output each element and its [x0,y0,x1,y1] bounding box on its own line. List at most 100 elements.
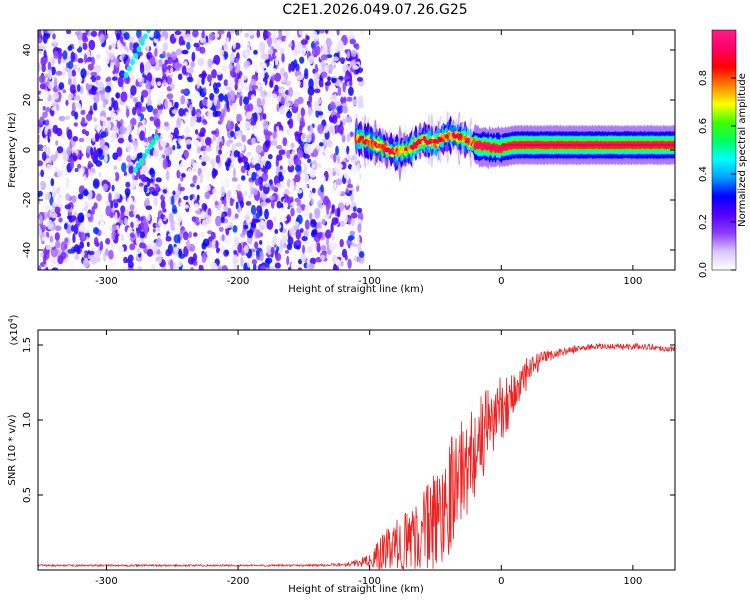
noise-blob [213,54,221,66]
noise-blob [281,90,286,98]
noise-blob [333,56,339,62]
noise-blob [259,240,263,245]
noise-blob [139,222,145,231]
noise-blob [153,197,158,207]
noise-blob [214,200,219,206]
noise-blob [310,219,317,228]
noise-blob [85,168,89,178]
noise-blob [280,96,285,105]
noise-blob [43,50,47,58]
noise-blob [347,183,353,189]
noise-blob [308,212,313,220]
noise-blob [232,225,238,233]
noise-blob [278,149,286,155]
noise-blob [188,243,196,252]
noise-blob [118,70,126,79]
noise-blob [297,41,302,50]
noise-blob [211,63,218,69]
noise-blob [40,224,47,231]
noise-blob [104,55,110,65]
noise-blob [157,164,162,169]
noise-blob [56,104,60,111]
noise-blob [275,252,282,261]
noise-blob [60,241,66,252]
noise-blob [243,82,248,94]
spectrogram-y-tick-label: -20 [22,192,33,208]
noise-blob [356,218,363,226]
noise-blob [183,204,190,209]
noise-blob [340,260,344,267]
noise-blob [311,163,316,168]
noise-blob [357,223,362,233]
noise-blob [146,41,150,52]
noise-blob [205,215,212,225]
noise-blob [113,100,119,111]
noise-blob [236,208,241,213]
noise-blob [220,186,225,198]
noise-blob [342,82,346,93]
noise-blob [201,37,207,44]
noise-blob [156,69,163,77]
ridge-segment [360,135,365,140]
noise-blob [183,89,187,94]
noise-blob [229,197,234,207]
noise-blob [245,201,252,206]
noise-blob [200,211,207,220]
noise-blob [96,102,102,109]
noise-blob [46,244,53,250]
noise-blob [43,253,47,265]
noise-blob [155,112,160,119]
noise-blob [308,101,312,110]
noise-blob [42,111,48,118]
noise-blob [184,126,190,135]
noise-blob [328,125,334,135]
noise-blob [240,256,244,267]
noise-blob [139,216,144,222]
noise-blob [72,136,79,142]
noise-blob [88,39,96,51]
noise-blob [213,95,218,106]
noise-blob [165,170,170,181]
noise-blob [276,103,280,112]
noise-blob [190,158,195,166]
noise-blob [187,256,195,265]
noise-blob [235,142,243,148]
noise-blob [231,177,238,182]
noise-blob [162,189,168,194]
noise-blob [351,164,358,173]
noise-blob [265,237,269,248]
noise-blob [267,36,272,48]
noise-blob [123,217,128,225]
noise-blob [112,199,118,204]
noise-blob [57,53,62,65]
noise-blob [283,207,289,218]
noise-blob [263,220,267,229]
noise-blob [41,236,49,242]
noise-blob [290,142,295,149]
noise-blob [42,106,46,111]
noise-blob [320,254,326,261]
noise-blob [145,80,151,90]
noise-blob [202,119,207,124]
noise-blob [348,235,355,241]
noise-blob [132,106,137,116]
noise-blob [58,187,66,198]
noise-blob [318,77,324,88]
noise-blob [105,205,112,217]
noise-blob [230,251,234,257]
noise-blob [253,112,258,123]
noise-blob [319,142,324,147]
spectrogram-y-tick-label: 40 [22,44,33,57]
noise-blob [335,145,339,156]
noise-blob [72,64,78,70]
noise-blob [143,184,148,193]
noise-blob [81,232,86,240]
noise-blob [231,189,238,200]
noise-blob [220,216,225,224]
noise-blob [303,143,309,154]
noise-blob [299,116,305,128]
noise-blob [301,235,308,242]
noise-blob [243,244,249,254]
noise-blob [171,109,178,115]
noise-blob [178,36,184,46]
